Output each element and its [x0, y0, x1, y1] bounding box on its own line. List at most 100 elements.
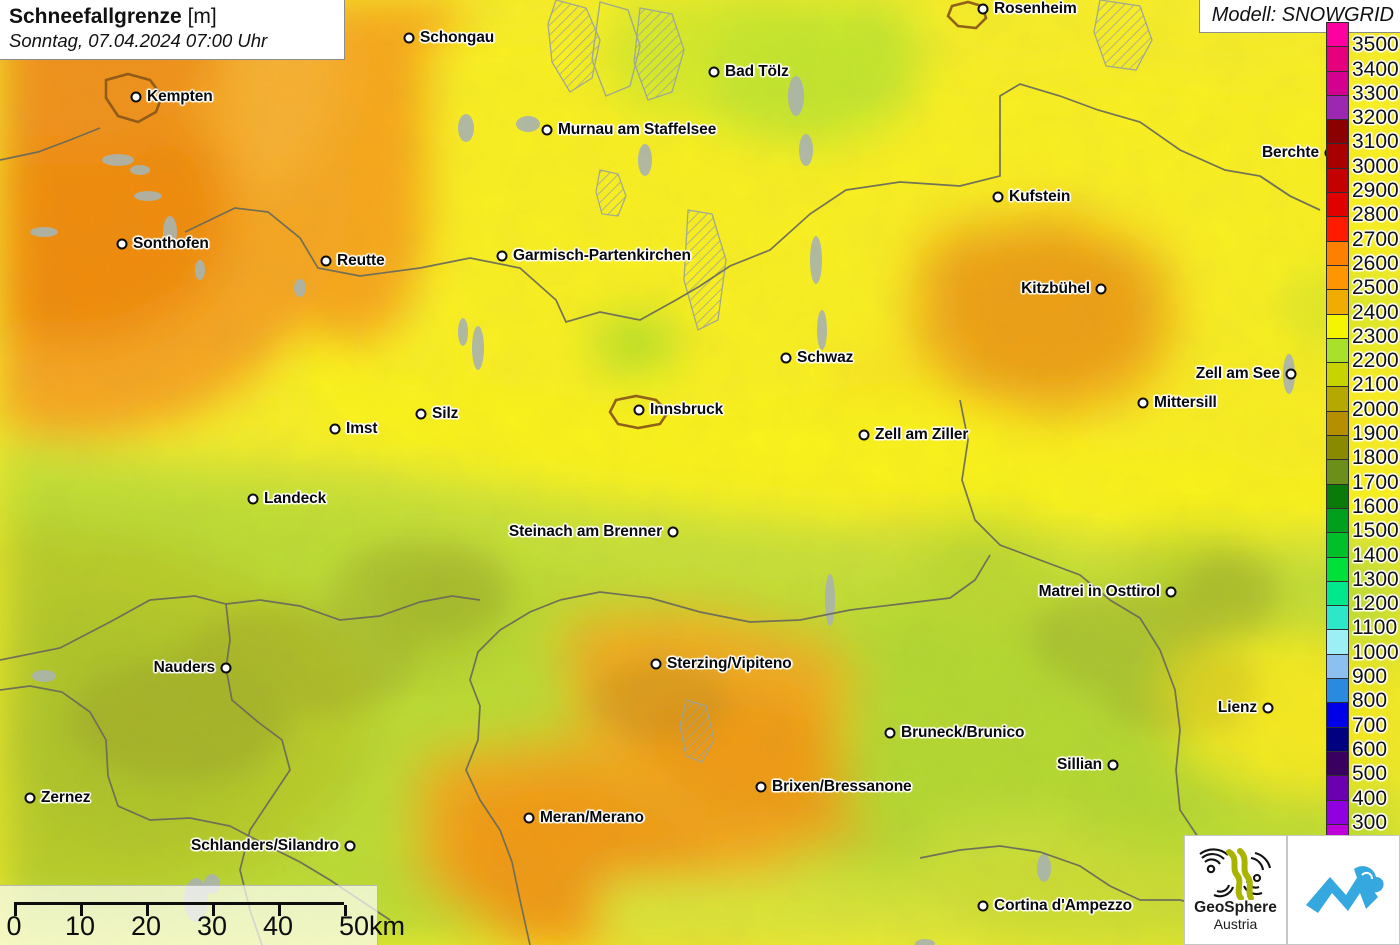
- legend-swatch: 2600: [1327, 241, 1399, 275]
- legend-swatch: 1600: [1327, 484, 1399, 518]
- legend-swatch: 1100: [1327, 606, 1397, 639]
- legend-tick-label: 2600: [1352, 251, 1399, 275]
- city-dot-icon: [884, 727, 896, 739]
- scale-tick-label: 20: [130, 911, 162, 941]
- forecast-datetime: Sonntag, 07.04.2024 07:00 Uhr: [9, 29, 268, 51]
- legend-swatch: 1300: [1327, 557, 1399, 591]
- place-label: Mittersill: [1154, 394, 1217, 411]
- place-label: Berchte: [1261, 144, 1319, 161]
- city-dot-icon: [858, 429, 870, 441]
- place-label: Zell am See: [1195, 365, 1280, 382]
- city-dot-icon: [344, 840, 356, 852]
- place-label: Sterzing/Vipiteno: [667, 655, 792, 672]
- scale-tick-label: 50km: [338, 911, 406, 941]
- snow-service-logo[interactable]: [1287, 835, 1400, 945]
- legend-swatch: 2800: [1327, 193, 1399, 226]
- legend-swatch: 3100: [1327, 120, 1399, 153]
- place-label: Bruneck/Brunico: [901, 724, 1025, 741]
- geosphere-logo-line1: GeoSphere: [1194, 898, 1277, 916]
- place-label: Rosenheim: [994, 0, 1077, 17]
- legend-tick-label: 1300: [1352, 567, 1399, 591]
- city-dot-icon: [708, 66, 720, 78]
- legend-tick-label: 1500: [1352, 519, 1399, 543]
- legend-tick-label: 3400: [1352, 57, 1399, 81]
- legend-tick-label: 2100: [1352, 373, 1399, 397]
- legend-swatch: 300: [1327, 800, 1387, 834]
- city-dot-icon: [667, 526, 679, 538]
- legend-swatch: 1700: [1327, 460, 1399, 494]
- map-title-box: Schneefallgrenze [m] Sonntag, 07.04.2024…: [0, 0, 345, 60]
- place-label: Kitzbühel: [1021, 280, 1090, 297]
- legend-swatch: 2300: [1327, 314, 1399, 348]
- city-dot-icon: [1107, 759, 1119, 771]
- city-dot-icon: [1165, 586, 1177, 598]
- legend-swatch: 2900: [1327, 168, 1399, 202]
- place-label: Landeck: [264, 490, 327, 507]
- legend-swatch: 3200: [1327, 95, 1399, 129]
- city-dot-icon: [247, 493, 259, 505]
- legend-tick-label: 300: [1352, 810, 1388, 834]
- page-title: Schneefallgrenze [m]: [9, 5, 335, 29]
- city-dot-icon: [992, 191, 1004, 203]
- city-dot-icon: [220, 662, 232, 674]
- place-label: Zernez: [41, 789, 91, 806]
- scale-tick: [212, 905, 215, 916]
- place-label: Bad Tölz: [725, 63, 789, 80]
- legend-swatch: 3300: [1327, 71, 1399, 105]
- place-label: Zell am Ziller: [875, 426, 969, 443]
- legend-tick-label: 2900: [1352, 179, 1399, 203]
- place-label: Kufstein: [1009, 188, 1071, 205]
- legend-swatch: 3000: [1327, 144, 1399, 178]
- legend-tick-label: 1100: [1352, 616, 1398, 640]
- place-label: Schlanders/Silandro: [191, 837, 339, 854]
- place-label: Lienz: [1217, 699, 1257, 716]
- geosphere-swirl-icon: [1198, 847, 1271, 900]
- legend-swatch: 2000: [1327, 387, 1399, 421]
- place-label: Sillian: [1057, 756, 1102, 773]
- city-dot-icon: [523, 812, 535, 824]
- border-lines: [0, 0, 1361, 945]
- legend-swatch: 500: [1327, 751, 1387, 785]
- legend-tick-label: 600: [1352, 737, 1388, 761]
- legend-tick-label: 400: [1352, 786, 1388, 810]
- legend-tick-label: 1200: [1352, 592, 1399, 616]
- city-dot-icon: [1262, 702, 1274, 714]
- scale-bar-labels: 0 10 20 30 40 50km: [0, 911, 405, 945]
- city-dot-icon: [24, 792, 36, 804]
- legend-tick-label: 1000: [1352, 640, 1399, 664]
- scale-tick: [278, 905, 281, 916]
- geosphere-logo[interactable]: GeoSphere Austria: [1184, 835, 1287, 945]
- legend-tick-label: 2000: [1352, 397, 1399, 421]
- place-label: Schwaz: [797, 349, 854, 366]
- legend-tick-label: 1700: [1352, 470, 1399, 494]
- model-label-box: Modell: SNOWGRID: [1198, 0, 1400, 33]
- legend-tick-label: 1400: [1352, 543, 1399, 567]
- place-label: Silz: [432, 405, 459, 422]
- city-dot-icon: [403, 32, 415, 44]
- legend-tick-label: 3300: [1352, 81, 1399, 105]
- city-dot-icon: [541, 124, 553, 136]
- legend-swatch: 2200: [1327, 338, 1399, 372]
- geosphere-logo-line2: Austria: [1213, 916, 1258, 933]
- city-dot-icon: [755, 781, 767, 793]
- lake-shapes: [0, 0, 1348, 945]
- city-dot-icon: [780, 352, 792, 364]
- legend-tick-label: 3200: [1352, 106, 1399, 130]
- place-label: Innsbruck: [650, 401, 724, 418]
- scale-tick: [344, 905, 347, 916]
- parameter-name: Schneefallgrenze: [9, 5, 182, 28]
- legend-swatch: 900: [1327, 654, 1387, 688]
- city-dot-icon: [1285, 368, 1297, 380]
- city-dot-icon: [977, 3, 989, 15]
- legend-tick-label: 2700: [1352, 227, 1399, 251]
- legend-swatch: 700: [1327, 703, 1387, 737]
- legend-swatch: 3500: [1327, 23, 1399, 56]
- legend-tick-label: 2500: [1352, 276, 1399, 300]
- legend-tick-label: 3100: [1352, 130, 1399, 154]
- place-label: Murnau am Staffelsee: [558, 121, 717, 138]
- place-label: Brixen/Bressanone: [772, 778, 912, 795]
- place-label: Sonthofen: [133, 235, 209, 252]
- place-label: Reutte: [337, 252, 385, 269]
